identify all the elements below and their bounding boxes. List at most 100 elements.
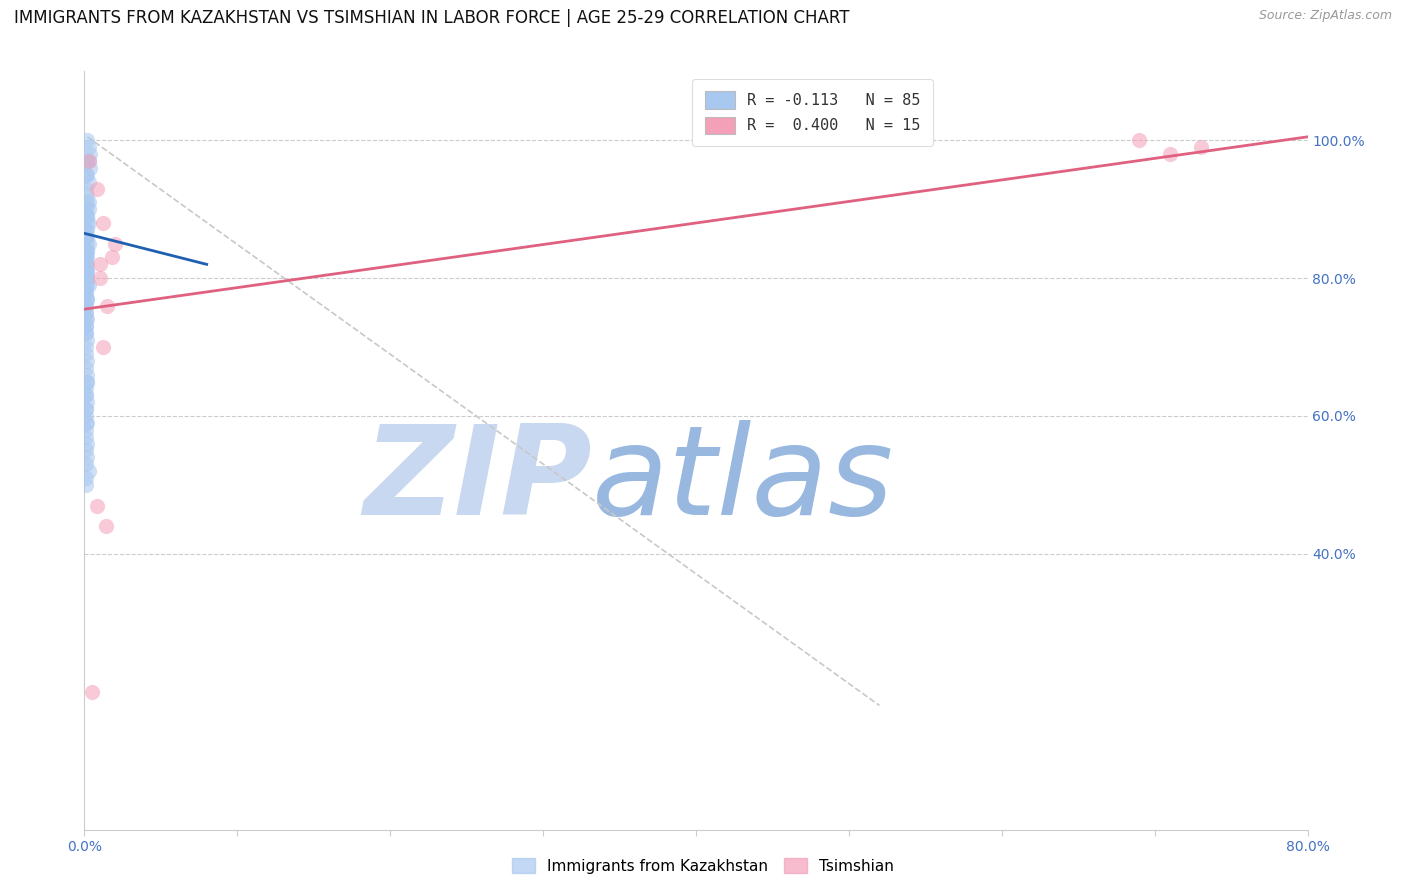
Text: ZIP: ZIP — [363, 420, 592, 541]
Point — [91, 340, 114, 354]
Point — [76, 209, 98, 223]
Point — [76, 223, 98, 237]
Point — [75, 416, 97, 430]
Point — [77, 175, 100, 189]
Point — [75, 319, 97, 334]
Point — [77, 202, 100, 217]
Point — [75, 257, 97, 271]
Point — [96, 299, 118, 313]
Point — [77, 140, 100, 154]
Point — [76, 244, 98, 258]
Point — [76, 168, 98, 182]
Point — [76, 257, 98, 271]
Point — [77, 153, 100, 168]
Point — [75, 402, 97, 417]
Point — [1159, 147, 1181, 161]
Point — [75, 257, 97, 271]
Point — [79, 147, 101, 161]
Point — [75, 251, 97, 265]
Point — [91, 216, 114, 230]
Point — [89, 271, 111, 285]
Point — [77, 195, 100, 210]
Point — [75, 229, 97, 244]
Point — [75, 423, 97, 437]
Point — [76, 416, 98, 430]
Point — [75, 305, 97, 319]
Text: IMMIGRANTS FROM KAZAKHSTAN VS TSIMSHIAN IN LABOR FORCE | AGE 25-29 CORRELATION C: IMMIGRANTS FROM KAZAKHSTAN VS TSIMSHIAN … — [14, 9, 849, 27]
Point — [77, 216, 100, 230]
Point — [77, 236, 100, 251]
Point — [75, 478, 97, 492]
Point — [75, 285, 97, 299]
Point — [76, 333, 98, 347]
Point — [75, 299, 97, 313]
Point — [76, 264, 98, 278]
Point — [76, 450, 98, 465]
Point — [76, 354, 98, 368]
Point — [101, 251, 124, 265]
Point — [75, 264, 97, 278]
Point — [77, 464, 100, 478]
Point — [79, 161, 101, 175]
Point — [76, 209, 98, 223]
Point — [1189, 140, 1212, 154]
Point — [76, 244, 98, 258]
Point — [75, 202, 97, 217]
Point — [75, 229, 97, 244]
Point — [75, 347, 97, 361]
Point — [75, 430, 97, 444]
Point — [76, 251, 98, 265]
Point — [75, 168, 97, 182]
Point — [1128, 133, 1150, 147]
Point — [76, 216, 98, 230]
Point — [75, 388, 97, 402]
Point — [76, 153, 98, 168]
Point — [86, 499, 108, 513]
Point — [75, 223, 97, 237]
Point — [76, 188, 98, 202]
Legend: Immigrants from Kazakhstan, Tsimshian: Immigrants from Kazakhstan, Tsimshian — [506, 852, 900, 880]
Point — [75, 340, 97, 354]
Point — [75, 278, 97, 293]
Point — [75, 443, 97, 458]
Point — [75, 244, 97, 258]
Point — [75, 326, 97, 341]
Point — [75, 381, 97, 395]
Point — [75, 181, 97, 195]
Point — [76, 264, 98, 278]
Point — [76, 436, 98, 450]
Point — [86, 181, 108, 195]
Point — [75, 292, 97, 306]
Text: Source: ZipAtlas.com: Source: ZipAtlas.com — [1258, 9, 1392, 22]
Point — [76, 292, 98, 306]
Point — [76, 312, 98, 326]
Point — [76, 368, 98, 382]
Point — [80, 684, 103, 698]
Point — [76, 133, 98, 147]
Point — [77, 278, 100, 293]
Point — [75, 312, 97, 326]
Point — [76, 236, 98, 251]
Point — [77, 153, 100, 168]
Point — [75, 251, 97, 265]
Point — [94, 519, 117, 533]
Point — [75, 409, 97, 423]
Point — [76, 195, 98, 210]
Point — [75, 305, 97, 319]
Point — [76, 278, 98, 293]
Point — [76, 229, 98, 244]
Point — [75, 388, 97, 402]
Point — [76, 375, 98, 389]
Point — [75, 326, 97, 341]
Point — [75, 402, 97, 417]
Point — [75, 360, 97, 375]
Point — [76, 292, 98, 306]
Point — [75, 285, 97, 299]
Point — [76, 271, 98, 285]
Point — [75, 299, 97, 313]
Point — [75, 457, 97, 471]
Text: atlas: atlas — [592, 420, 894, 541]
Point — [76, 271, 98, 285]
Point — [89, 257, 111, 271]
Legend: R = -0.113   N = 85, R =  0.400   N = 15: R = -0.113 N = 85, R = 0.400 N = 15 — [692, 79, 934, 146]
